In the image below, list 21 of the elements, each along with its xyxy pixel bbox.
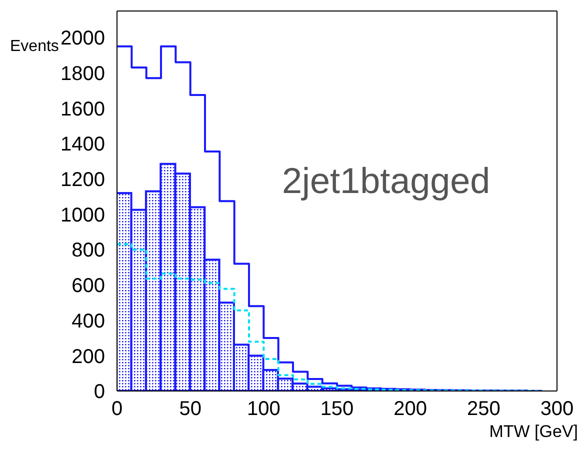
y-tick-label: 600 [72, 275, 105, 298]
x-axis-title: MTW [GeV] [489, 422, 578, 442]
x-tick-label: 200 [394, 398, 428, 420]
x-tick-label: 50 [179, 398, 202, 420]
y-tick-label: 0 [94, 381, 105, 404]
y-tick-label: 200 [72, 346, 105, 368]
y-tick-label: 800 [72, 240, 105, 262]
x-tick-label: 0 [111, 398, 123, 420]
x-tick-label: 100 [246, 398, 280, 420]
annotation: 2jet1btagged [282, 160, 490, 202]
y-tick-label: 1800 [60, 62, 105, 85]
y-axis-title: Events [10, 38, 59, 56]
y-tick-label: 1600 [60, 98, 105, 120]
y-tick-label: 1200 [60, 169, 105, 192]
y-tick-label: 1400 [60, 134, 105, 156]
y-tick-label: 2000 [60, 28, 105, 50]
y-tick-label: 400 [72, 310, 105, 332]
x-tick-label: 300 [540, 398, 574, 420]
x-tick-label: 150 [320, 398, 354, 420]
y-tick-label: 1000 [60, 204, 105, 226]
x-tick-label: 250 [466, 398, 500, 420]
